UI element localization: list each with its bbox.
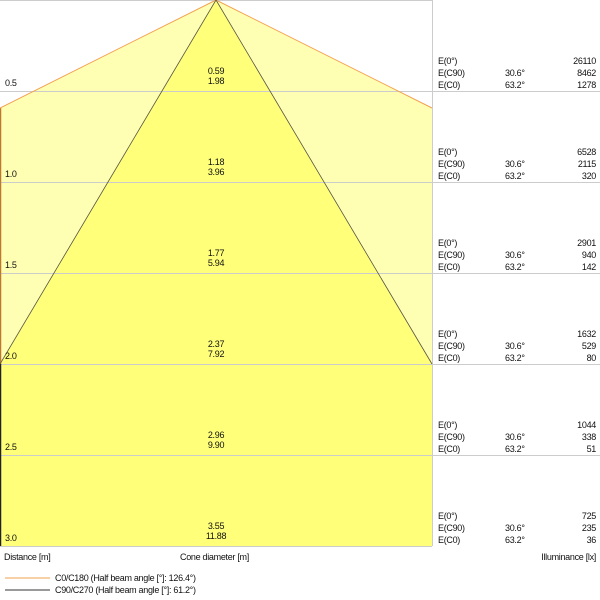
distance-label: 1.0 [5, 169, 17, 179]
c0-cone-line-left [0, 0, 217, 109]
ec90-angle: 30.6° [505, 159, 525, 169]
distance-label: 3.0 [5, 533, 17, 543]
ec0-value: 142 [581, 262, 596, 272]
ec90-label: E(C90) [438, 250, 465, 260]
ec90-angle: 30.6° [505, 68, 525, 78]
ec0-value: 1278 [577, 80, 596, 90]
e0-label: E(0°) [438, 147, 458, 157]
ec0-angle: 63.2° [505, 444, 525, 454]
ec90-label: E(C90) [438, 341, 465, 351]
ec0-label: E(C0) [438, 80, 461, 90]
c90-diameter-value: 3.96 [207, 167, 225, 177]
distance-label: 0.5 [5, 78, 17, 88]
e0-label: E(0°) [438, 420, 458, 430]
e0-value: 6528 [577, 147, 596, 157]
ec90-label: E(C90) [438, 523, 465, 533]
legend-c0-label: C0/C180 (Half beam angle [°]: 126.4°) [55, 573, 196, 583]
e0-label: E(0°) [438, 56, 458, 66]
distance-label: 2.0 [5, 351, 17, 361]
c0-diameter-value: 2.37 [207, 339, 225, 349]
ec90-angle: 30.6° [505, 250, 525, 260]
c0-diameter-value: 2.96 [207, 430, 225, 440]
e0-value: 1632 [577, 329, 596, 339]
ec90-value: 529 [581, 341, 596, 351]
ec90-value: 338 [581, 432, 596, 442]
ec0-label: E(C0) [438, 444, 461, 454]
ec90-value: 940 [581, 250, 596, 260]
c90-cone-line-right [215, 0, 433, 365]
e0-value: 2901 [577, 238, 596, 248]
c90-diameter-value: 5.94 [207, 258, 225, 268]
e0-label: E(0°) [438, 329, 458, 339]
ec0-angle: 63.2° [505, 171, 525, 181]
legend-c90-label: C90/C270 (Half beam angle [°]: 61.2°) [55, 585, 196, 595]
ec90-label: E(C90) [438, 159, 465, 169]
e0-value: 1044 [577, 420, 596, 430]
ec0-angle: 63.2° [505, 80, 525, 90]
e0-value: 26110 [573, 56, 596, 66]
ec0-value: 36 [586, 535, 597, 545]
c90-diameter-value: 9.90 [207, 440, 225, 450]
e0-label: E(0°) [438, 511, 458, 521]
ec0-value: 320 [581, 171, 596, 181]
ec90-value: 2115 [577, 159, 596, 169]
ec0-angle: 63.2° [505, 262, 525, 272]
c0-diameter-value: 1.18 [207, 157, 225, 167]
ec90-angle: 30.6° [505, 341, 525, 351]
e0-value: 725 [581, 511, 596, 521]
ec90-value: 235 [581, 523, 596, 533]
c0-diameter-value: 1.77 [207, 248, 225, 258]
c0-diameter-value: 0.59 [207, 66, 225, 76]
cone-diameter-axis-label: Cone diameter [m] [180, 552, 249, 562]
ec0-value: 51 [586, 444, 597, 454]
ec0-label: E(C0) [438, 353, 461, 363]
ec90-label: E(C90) [438, 432, 465, 442]
c90-diameter-value: 11.88 [205, 531, 227, 541]
illuminance-axis-label: Illuminance [lx] [541, 552, 596, 562]
distance-axis-label: Distance [m] [4, 552, 51, 562]
ec0-angle: 63.2° [505, 353, 525, 363]
ec0-angle: 63.2° [505, 535, 525, 545]
distance-label: 1.5 [5, 260, 17, 270]
ec90-angle: 30.6° [505, 432, 525, 442]
c0-cone-line-right [215, 0, 433, 109]
ec90-label: E(C90) [438, 68, 465, 78]
ec0-label: E(C0) [438, 171, 461, 181]
e0-label: E(0°) [438, 238, 458, 248]
c90-diameter-value: 1.98 [207, 76, 225, 86]
ec90-value: 8462 [577, 68, 596, 78]
c90-diameter-value: 7.92 [207, 349, 225, 359]
c90-cone-line-left [0, 0, 217, 365]
ec90-angle: 30.6° [505, 523, 525, 533]
distance-label: 2.5 [5, 442, 17, 452]
ec0-value: 80 [586, 353, 597, 363]
c0-diameter-value: 3.55 [207, 521, 225, 531]
ec0-label: E(C0) [438, 535, 461, 545]
ec0-label: E(C0) [438, 262, 461, 272]
